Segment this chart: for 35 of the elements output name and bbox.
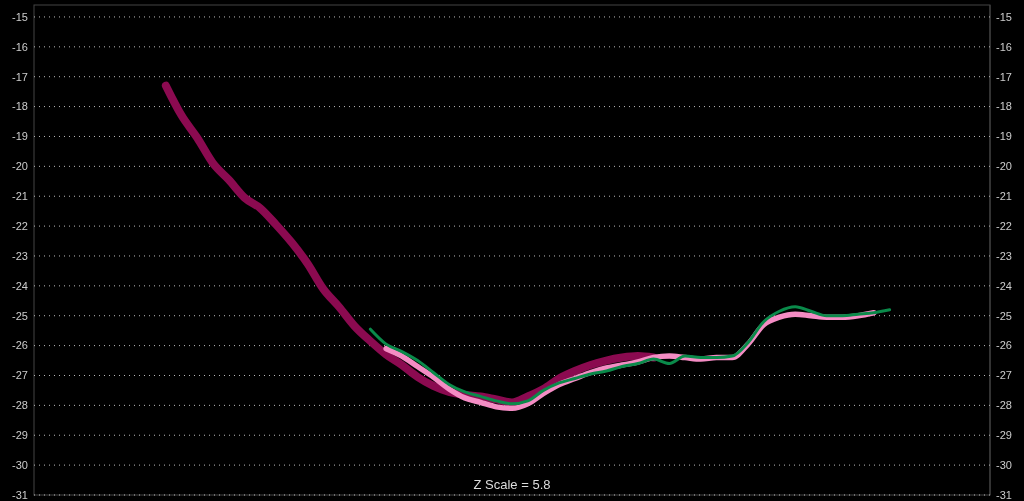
y-tick-label: -20 xyxy=(12,160,28,173)
y-tick-label: -30 xyxy=(12,458,28,471)
y2-tick-label: -20 xyxy=(996,160,1012,173)
y2-tick-label: -21 xyxy=(996,190,1012,203)
y2-tick-label: -24 xyxy=(996,279,1012,292)
y-tick-label: -22 xyxy=(12,219,28,232)
y2-tick-label: -15 xyxy=(996,10,1012,23)
y2-tick-label: -23 xyxy=(996,249,1012,262)
y-tick-label: -23 xyxy=(12,249,28,262)
y2-tick-label: -22 xyxy=(996,219,1012,232)
y-tick-label: -16 xyxy=(12,40,28,53)
y-tick-label: -17 xyxy=(12,70,28,83)
y-tick-label: -31 xyxy=(12,488,28,501)
y2-tick-label: -29 xyxy=(996,429,1012,442)
y2-tick-label: -27 xyxy=(996,369,1012,382)
y2-tick-label: -31 xyxy=(996,488,1012,501)
y2-tick-label: -16 xyxy=(996,40,1012,53)
annotation: Z Scale = 5.8 xyxy=(473,477,551,492)
y2-tick-label: -19 xyxy=(996,130,1012,143)
y-tick-label: -18 xyxy=(12,100,28,113)
y-tick-label: -27 xyxy=(12,369,28,382)
y2-tick-label: -17 xyxy=(996,70,1012,83)
y-tick-label: -24 xyxy=(12,279,28,292)
y-tick-label: -25 xyxy=(12,309,28,322)
y-tick-label: -28 xyxy=(12,399,28,412)
y-tick-label: -19 xyxy=(12,130,28,143)
y-tick-label: -15 xyxy=(12,10,28,23)
y2-tick-label: -30 xyxy=(996,458,1012,471)
y2-tick-label: -25 xyxy=(996,309,1012,322)
y-tick-label: -29 xyxy=(12,429,28,442)
y2-tick-label: -18 xyxy=(996,100,1012,113)
y-tick-label: -26 xyxy=(12,339,28,352)
y-tick-label: -21 xyxy=(12,190,28,203)
y2-tick-label: -26 xyxy=(996,339,1012,352)
y2-tick-label: -28 xyxy=(996,399,1012,412)
